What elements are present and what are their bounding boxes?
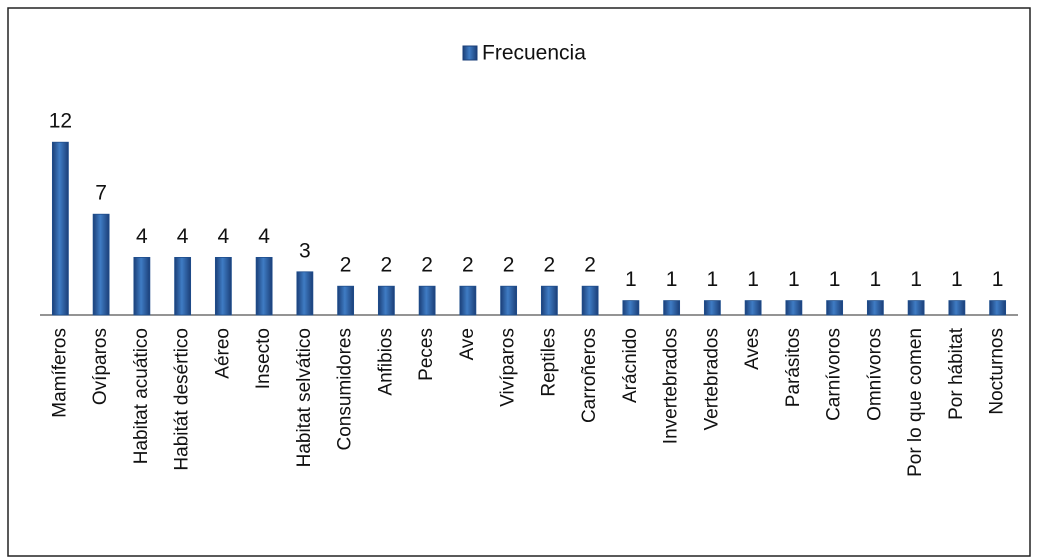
bar <box>133 256 151 316</box>
data-label: 1 <box>910 268 922 291</box>
x-tick-label: Parásitos <box>783 328 804 407</box>
bar <box>826 300 844 316</box>
bar <box>459 285 477 316</box>
x-tick-label: Vertebrados <box>701 328 722 430</box>
x-tick-label: Insecto <box>253 328 274 389</box>
x-tick-label: Habitát desértico <box>172 328 193 471</box>
legend-swatch <box>462 45 478 61</box>
bar <box>703 300 721 316</box>
data-label: 2 <box>340 254 352 277</box>
data-label: 1 <box>625 268 637 291</box>
x-tick-label: Anfibios <box>375 328 396 396</box>
data-label: 2 <box>544 254 556 277</box>
data-label: 1 <box>666 268 678 291</box>
legend-label: Frecuencia <box>482 42 586 65</box>
data-label: 1 <box>829 268 841 291</box>
bar <box>663 300 681 316</box>
data-label: 4 <box>218 225 230 248</box>
bar <box>214 256 232 316</box>
data-label: 1 <box>788 268 800 291</box>
x-tick-label: Nocturnos <box>987 328 1008 415</box>
bar <box>948 300 966 316</box>
bar <box>174 256 192 316</box>
data-label: 12 <box>49 110 72 133</box>
bar <box>989 300 1007 316</box>
x-tick-label: Ave <box>457 328 478 360</box>
data-label: 3 <box>299 239 311 262</box>
chart-frame <box>7 7 1031 557</box>
data-label: 2 <box>421 254 433 277</box>
data-label: 4 <box>136 225 148 248</box>
data-label: 2 <box>503 254 515 277</box>
bar <box>418 285 436 316</box>
x-tick-label: Reptiles <box>538 328 559 397</box>
x-tick-label: Consumidores <box>335 328 356 451</box>
x-tick-label: Invertebrados <box>661 328 682 444</box>
x-tick-label: Por lo que comen <box>905 328 926 477</box>
bar <box>540 285 558 316</box>
x-tick-label: Arácnido <box>620 328 641 403</box>
x-tick-label: Carnívoros <box>824 328 845 421</box>
data-label: 1 <box>747 268 759 291</box>
bar <box>296 271 314 316</box>
data-label: 2 <box>584 254 596 277</box>
data-label: 4 <box>258 225 270 248</box>
bar <box>785 300 803 316</box>
bar <box>92 213 110 316</box>
x-tick-label: Habitat acuático <box>131 328 152 464</box>
bar <box>581 285 599 316</box>
data-label: 4 <box>177 225 189 248</box>
bar <box>907 300 925 316</box>
x-tick-label: Por hábitat <box>946 327 967 420</box>
x-tick-label: Omnívoros <box>864 328 885 421</box>
x-tick-label: Vivíparos <box>498 328 519 407</box>
bar <box>622 300 640 316</box>
bar <box>866 300 884 316</box>
x-tick-label: Carroñeros <box>579 328 600 423</box>
data-label: 7 <box>95 182 107 205</box>
x-tick-label: Aves <box>742 328 763 370</box>
bar <box>255 256 273 316</box>
data-label: 1 <box>992 268 1004 291</box>
data-label: 2 <box>381 254 393 277</box>
data-label: 1 <box>707 268 719 291</box>
data-label: 1 <box>951 268 963 291</box>
data-label: 1 <box>870 268 882 291</box>
bar <box>337 285 355 316</box>
bar <box>51 141 69 316</box>
bar <box>500 285 518 316</box>
x-tick-label: Habitat selvático <box>294 328 315 467</box>
x-tick-label: Ovíparos <box>90 328 111 405</box>
x-tick-label: Peces <box>416 328 437 381</box>
bar <box>744 300 762 316</box>
x-tick-label: Mamíferos <box>49 328 70 418</box>
bar <box>377 285 395 316</box>
x-tick-label: Aéreo <box>212 328 233 379</box>
data-label: 2 <box>462 254 474 277</box>
